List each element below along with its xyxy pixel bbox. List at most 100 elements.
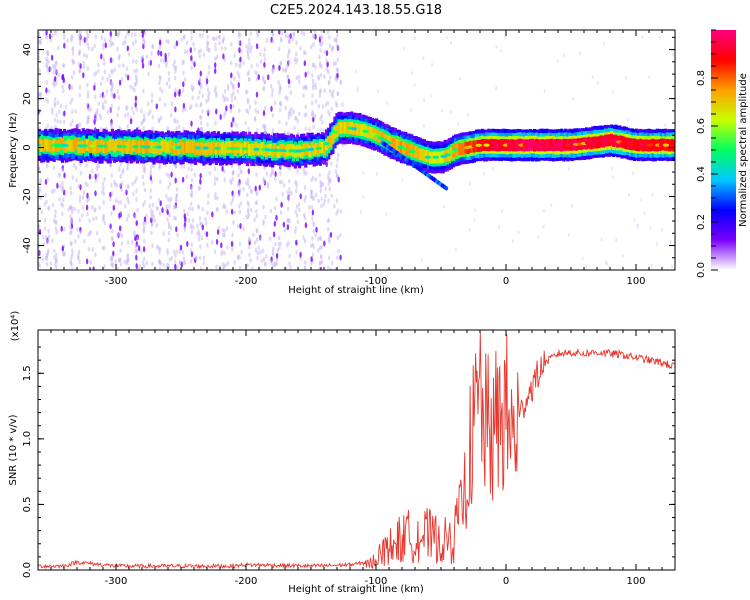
noise-speckle xyxy=(314,177,317,182)
ridge-peak xyxy=(553,143,560,147)
noise-speckle xyxy=(232,170,235,175)
noise-speckle xyxy=(661,228,664,233)
noise-speckle xyxy=(314,85,317,91)
noise-speckle xyxy=(116,46,119,52)
noise-speckle xyxy=(422,123,425,128)
noise-speckle xyxy=(142,246,146,253)
ridge-cell xyxy=(607,134,612,147)
noise-speckle xyxy=(206,40,209,45)
noise-speckle xyxy=(39,178,42,183)
noise-speckle xyxy=(671,264,674,269)
noise-speckle xyxy=(310,256,313,263)
ridge-cell xyxy=(185,140,189,153)
noise-speckle xyxy=(79,33,82,38)
noise-speckle xyxy=(285,266,288,270)
noise-speckle xyxy=(174,259,177,265)
noise-speckle xyxy=(454,247,457,252)
noise-speckle xyxy=(127,199,130,205)
noise-speckle xyxy=(262,110,266,117)
noise-speckle xyxy=(71,109,74,114)
noise-speckle xyxy=(376,172,379,176)
noise-speckle xyxy=(38,228,42,235)
noise-speckle xyxy=(91,204,94,210)
noise-speckle xyxy=(176,232,179,238)
noise-speckle xyxy=(335,37,338,43)
noise-speckle xyxy=(94,173,97,180)
ridge-cell xyxy=(562,138,566,151)
noise-speckle xyxy=(86,211,89,217)
noise-speckle xyxy=(318,173,321,178)
noise-speckle xyxy=(63,42,66,49)
noise-speckle xyxy=(151,261,154,267)
noise-speckle xyxy=(103,245,106,251)
noise-speckle xyxy=(175,226,178,233)
noise-speckle xyxy=(142,117,146,123)
noise-speckle xyxy=(143,31,147,37)
noise-speckle xyxy=(336,72,339,79)
noise-speckle xyxy=(208,91,211,96)
noise-speckle xyxy=(271,67,275,72)
noise-speckle xyxy=(141,174,144,180)
ridge-cell xyxy=(156,142,160,155)
noise-speckle xyxy=(248,42,251,47)
ridge-peak xyxy=(132,145,139,149)
noise-speckle xyxy=(173,44,177,50)
noise-speckle xyxy=(292,31,296,36)
noise-speckle xyxy=(111,41,115,47)
noise-speckle xyxy=(328,112,331,117)
noise-speckle xyxy=(55,80,58,86)
noise-speckle xyxy=(296,118,299,124)
ridge-cell xyxy=(181,142,185,155)
noise-speckle xyxy=(176,89,179,95)
noise-speckle xyxy=(320,64,323,69)
noise-speckle xyxy=(110,68,113,74)
noise-speckle xyxy=(600,237,603,242)
x-tick-label: 100 xyxy=(626,576,645,587)
noise-speckle xyxy=(162,59,166,64)
noise-speckle xyxy=(46,68,50,73)
noise-speckle xyxy=(81,195,85,200)
noise-speckle xyxy=(104,99,107,104)
ridge-cell xyxy=(670,138,674,151)
noise-speckle xyxy=(186,49,189,55)
ridge-cell xyxy=(239,143,243,156)
noise-speckle xyxy=(69,230,72,236)
noise-speckle xyxy=(61,180,64,186)
snr-series xyxy=(38,332,675,570)
noise-speckle xyxy=(182,81,185,88)
snr-xlabel: Height of straight line (km) xyxy=(288,584,424,595)
noise-speckle xyxy=(198,216,202,221)
colorbar-tick-label: 0.0 xyxy=(696,262,707,278)
noise-speckle xyxy=(312,222,315,228)
noise-speckle xyxy=(179,244,183,251)
ridge-cell xyxy=(406,143,410,155)
noise-speckle xyxy=(271,113,275,118)
noise-speckle xyxy=(88,230,92,236)
ridge-peak xyxy=(175,145,182,150)
noise-speckle xyxy=(87,46,91,51)
noise-speckle xyxy=(70,262,73,267)
noise-speckle xyxy=(42,235,45,240)
noise-speckle xyxy=(317,237,320,242)
ridge-cell xyxy=(418,148,422,161)
noise-speckle xyxy=(132,41,135,46)
noise-speckle xyxy=(482,171,485,176)
noise-speckle xyxy=(295,75,298,81)
noise-speckle xyxy=(278,119,281,125)
noise-speckle xyxy=(69,190,73,196)
noise-speckle xyxy=(167,221,171,227)
ridge-peak xyxy=(483,143,490,147)
noise-speckle xyxy=(256,237,259,242)
noise-speckle xyxy=(150,98,154,104)
noise-speckle xyxy=(288,166,291,172)
noise-speckle xyxy=(236,255,240,260)
noise-speckle xyxy=(45,87,48,94)
noise-speckle xyxy=(277,241,281,247)
ridge-cell xyxy=(69,140,73,152)
noise-speckle xyxy=(150,215,154,220)
ridge-cell xyxy=(129,142,133,155)
noise-speckle xyxy=(87,33,90,38)
noise-speckle xyxy=(158,259,161,265)
ridge-cell xyxy=(208,143,212,155)
